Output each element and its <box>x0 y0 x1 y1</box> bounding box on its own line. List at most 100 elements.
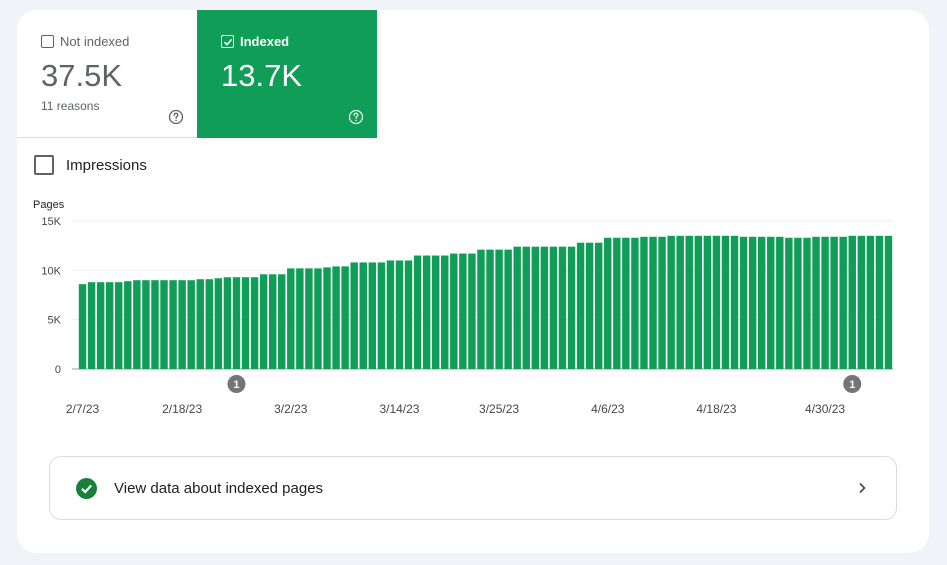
bar <box>576 242 585 369</box>
indexed-pages-chart: Pages 0 5K 10K 15K 2/7/23 2/18/23 3/2/23 3/14/23… <box>33 199 893 416</box>
bar <box>884 235 893 369</box>
bar <box>549 246 558 369</box>
bar <box>794 237 802 369</box>
bar <box>305 268 313 369</box>
summary-tiles: Not indexed 37.5K 11 reasons Indexed 13.… <box>17 10 929 138</box>
y-axis-label: Pages <box>33 199 65 211</box>
bar <box>712 235 721 369</box>
bar <box>115 282 123 369</box>
bar <box>259 274 268 369</box>
indexed-tile[interactable]: Indexed 13.7K <box>197 10 377 138</box>
annotation-label: 1 <box>849 379 855 391</box>
bar <box>214 278 223 369</box>
bar <box>857 235 866 369</box>
indexing-report-card: Not indexed 37.5K 11 reasons Indexed 13.… <box>17 10 929 553</box>
bar <box>477 249 485 369</box>
annotation-marker <box>227 375 246 393</box>
bar <box>314 268 322 369</box>
bar <box>196 279 204 369</box>
bar <box>757 236 766 369</box>
bar <box>585 242 594 369</box>
bar <box>160 280 168 369</box>
bar <box>830 236 838 369</box>
bar <box>205 279 214 369</box>
bar <box>296 268 304 369</box>
bar <box>169 280 177 369</box>
bar <box>395 260 404 369</box>
bar <box>848 235 856 369</box>
bar <box>386 260 395 369</box>
bar <box>776 236 784 369</box>
bar <box>459 253 467 369</box>
bar <box>124 281 132 369</box>
bar <box>739 236 748 369</box>
bar <box>866 235 875 369</box>
not-indexed-label: Not indexed <box>60 34 130 49</box>
check-circle-icon <box>76 478 97 499</box>
bar <box>341 266 349 369</box>
bar <box>640 236 648 369</box>
impressions-toggle[interactable]: Impressions <box>34 155 147 175</box>
bar <box>558 246 567 369</box>
bar <box>504 249 512 369</box>
x-tick-label: 2/18/23 <box>162 402 202 416</box>
chevron-right-icon <box>859 482 866 494</box>
bar <box>631 237 639 369</box>
bar <box>133 280 141 369</box>
bar <box>486 249 494 369</box>
bar <box>658 236 666 369</box>
impressions-checkbox[interactable] <box>34 155 54 175</box>
y-tick-label: 10K <box>41 265 61 277</box>
y-tick-label: 0 <box>55 364 61 376</box>
bar <box>821 236 829 369</box>
bar <box>404 260 413 369</box>
indexed-label: Indexed <box>240 34 290 49</box>
annotation-marker <box>843 375 862 393</box>
bar <box>785 237 793 369</box>
bar <box>839 236 847 369</box>
bar <box>178 280 186 369</box>
bar <box>323 267 331 369</box>
bar <box>441 255 449 369</box>
bar <box>268 274 277 369</box>
x-tick-label: 2/7/23 <box>66 402 100 416</box>
bar <box>522 246 530 369</box>
bar <box>604 237 612 369</box>
bar <box>96 282 105 369</box>
not-indexed-checkbox[interactable] <box>41 35 54 48</box>
indexed-checkbox[interactable] <box>221 35 234 48</box>
indexed-header: Indexed <box>221 34 289 49</box>
impressions-label: Impressions <box>66 156 147 174</box>
help-icon[interactable] <box>168 109 184 125</box>
bar <box>594 242 603 369</box>
not-indexed-tile[interactable]: Not indexed 37.5K 11 reasons <box>17 10 197 138</box>
indexed-count: 13.7K <box>221 58 303 93</box>
bar <box>667 235 675 369</box>
bar <box>694 235 703 369</box>
bar <box>368 262 377 369</box>
bar <box>540 246 549 369</box>
bar <box>875 235 884 369</box>
bar <box>232 277 241 369</box>
x-tick-label: 3/2/23 <box>274 402 308 416</box>
bar <box>513 246 521 369</box>
bar <box>287 268 295 369</box>
help-icon[interactable] <box>348 109 364 125</box>
bar <box>142 280 150 369</box>
x-tick-label: 3/14/23 <box>379 402 419 416</box>
checkmark-icon <box>223 38 232 46</box>
bar <box>450 253 458 369</box>
x-tick-label: 4/18/23 <box>696 402 736 416</box>
x-tick-label: 4/6/23 <box>591 402 625 416</box>
bar <box>350 262 358 369</box>
annotation-label: 1 <box>233 379 239 391</box>
bar <box>105 282 114 369</box>
bar <box>377 262 386 369</box>
bar <box>685 235 693 369</box>
y-tick-label: 5K <box>48 315 62 327</box>
bar <box>151 280 159 369</box>
bar <box>223 277 232 369</box>
bar <box>803 237 811 369</box>
bar <box>422 255 431 369</box>
view-indexed-pages-button[interactable]: View data about indexed pages <box>49 456 897 520</box>
